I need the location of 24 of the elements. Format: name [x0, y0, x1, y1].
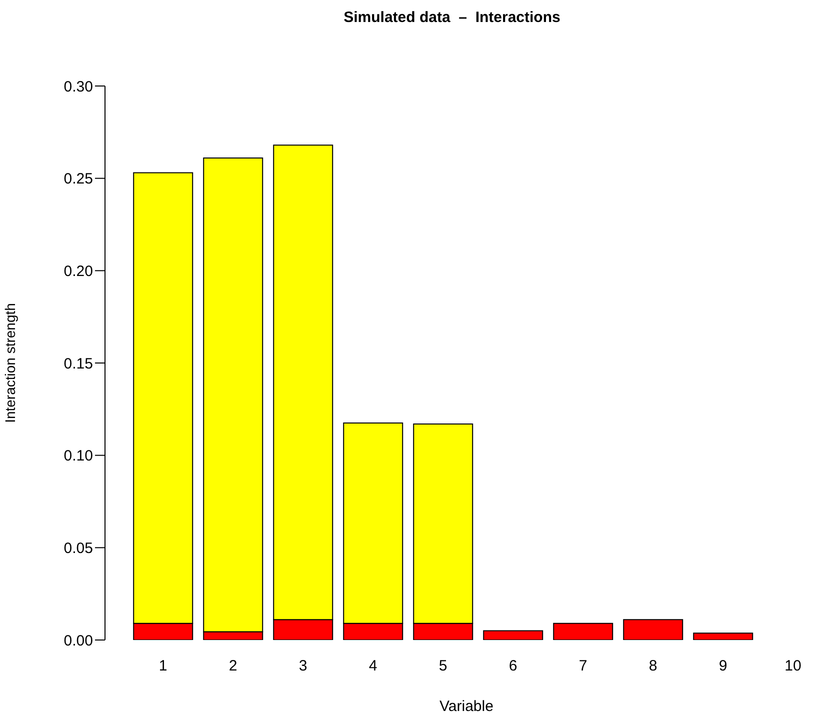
- x-tick-label: 9: [718, 658, 728, 675]
- x-tick-label: 7: [578, 658, 588, 675]
- bar: [623, 619, 684, 640]
- x-tick-label: 8: [648, 658, 658, 675]
- y-tick-label: 0.05: [64, 540, 93, 557]
- y-tick-label: 0.20: [64, 262, 93, 280]
- x-axis-title: Variable: [440, 698, 494, 713]
- y-tick-label: 0.25: [64, 170, 93, 188]
- y-tick-label: 0.00: [64, 632, 93, 650]
- y-axis-title: Interaction strength: [2, 303, 18, 423]
- y-tick-label: 0.15: [64, 355, 93, 372]
- x-tick-label: 6: [508, 658, 518, 675]
- y-tick-label: 0.30: [64, 78, 93, 96]
- bar: [693, 632, 754, 640]
- y-tick-label: 0.10: [64, 448, 93, 465]
- chart-title: Simulated data – Interactions: [342, 9, 562, 26]
- x-tick-label: 10: [784, 658, 802, 675]
- x-tick-label: 4: [368, 658, 378, 675]
- x-tick-label: 5: [438, 658, 448, 675]
- bar: [553, 622, 614, 640]
- x-tick-label: 1: [158, 658, 168, 675]
- bar: [483, 630, 544, 640]
- x-tick-label: 3: [298, 658, 308, 675]
- x-tick-label: 2: [228, 658, 238, 675]
